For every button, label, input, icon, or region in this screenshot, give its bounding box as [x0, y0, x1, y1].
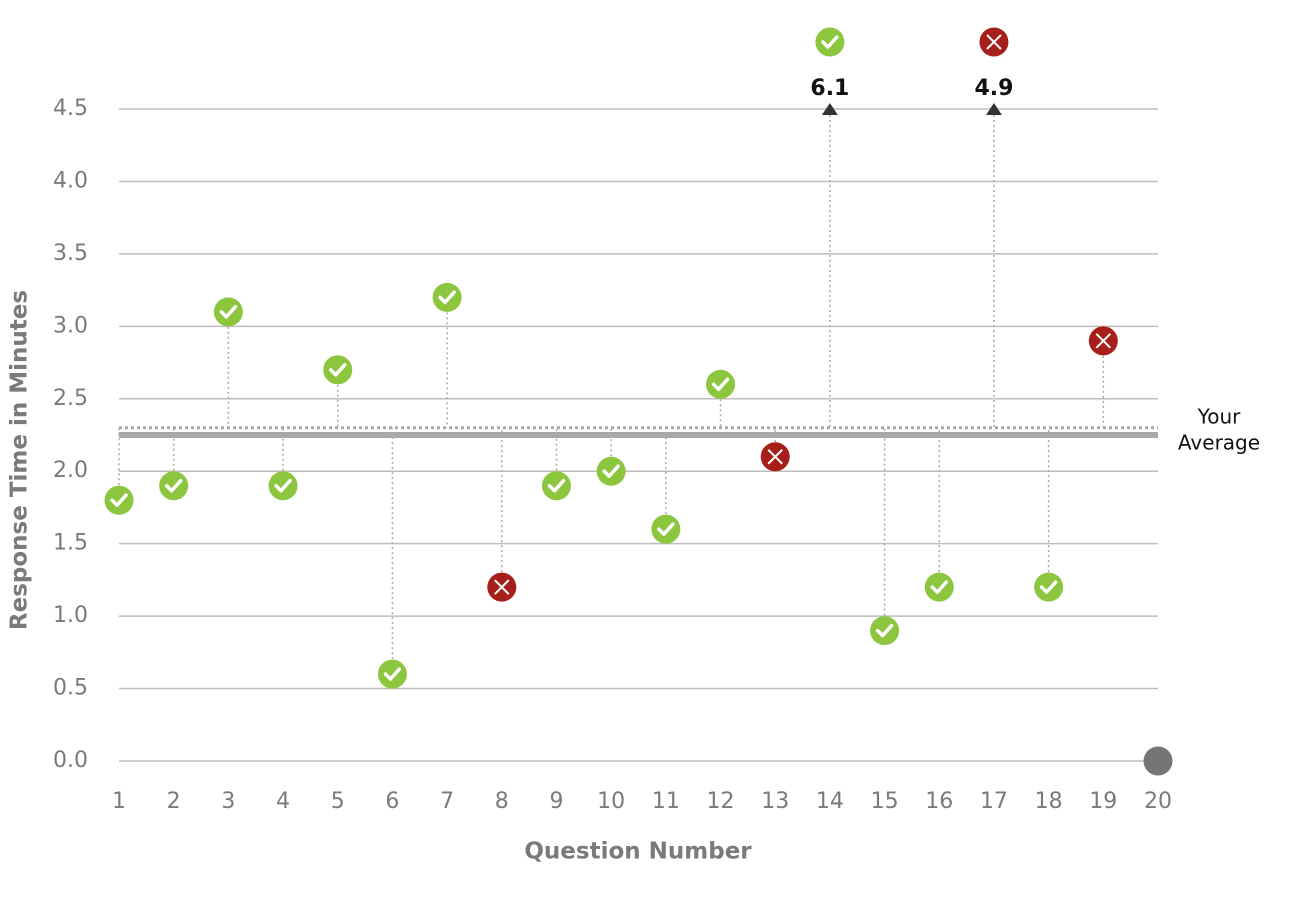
y-tick-label: 2.0: [53, 458, 88, 483]
marker: [870, 616, 900, 646]
check-icon: [274, 478, 292, 493]
cross-icon: [1095, 333, 1112, 349]
point-correct: [104, 485, 134, 515]
y-tick-label: 3.5: [53, 241, 88, 266]
marker: [541, 471, 571, 501]
point-correct: [432, 282, 462, 312]
cross-icon: [494, 579, 510, 595]
check-icon: [383, 667, 402, 681]
cross-icon: [986, 34, 1002, 50]
overflow-arrow: [821, 103, 838, 115]
point-unanswered: [1143, 746, 1173, 776]
point-correct: [924, 572, 954, 602]
x-tick-label: 11: [652, 789, 680, 814]
marker: [1143, 746, 1173, 776]
y-tick-label: 0.5: [53, 676, 88, 701]
point-wrong: [979, 27, 1009, 57]
x-tick-label: 18: [1035, 789, 1063, 814]
point-correct: [1034, 572, 1064, 602]
x-tick-label: 5: [331, 789, 345, 814]
value-label: 6.1: [810, 76, 849, 101]
check-icon: [602, 464, 620, 478]
marker: [268, 471, 298, 501]
check-icon: [438, 290, 456, 305]
check-icon: [821, 35, 839, 49]
point-correct: [651, 514, 681, 544]
check-icon: [930, 580, 949, 594]
overflow-arrow: [985, 103, 1002, 115]
point-correct: [596, 456, 626, 486]
points: [104, 27, 1173, 776]
point-correct: [159, 471, 189, 501]
value-label: 4.9: [974, 76, 1013, 101]
check-icon: [875, 623, 894, 638]
x-tick-label: 1: [112, 789, 126, 814]
x-tick-label: 19: [1089, 789, 1117, 814]
point-correct: [706, 369, 736, 399]
check-icon: [164, 478, 183, 493]
marker: [596, 456, 626, 486]
marker: [377, 659, 407, 689]
point-wrong: [760, 442, 790, 472]
x-tick-label: 4: [276, 789, 290, 814]
x-tick-label: 8: [495, 789, 509, 814]
x-tick-label: 13: [761, 789, 789, 814]
marker: [432, 282, 462, 312]
check-icon: [110, 493, 128, 507]
check-icon: [328, 363, 347, 377]
x-tick-label: 6: [385, 789, 399, 814]
check-icon: [219, 305, 238, 319]
check-icon: [547, 478, 566, 493]
check-icon: [711, 377, 730, 392]
x-tick-label: 10: [597, 789, 625, 814]
point-correct: [213, 297, 243, 327]
marker: [1034, 572, 1064, 602]
y-tick-label: 1.5: [53, 531, 88, 556]
check-icon: [1039, 580, 1058, 594]
point-correct: [541, 471, 571, 501]
point-correct: [268, 471, 298, 501]
x-tick-label: 16: [925, 789, 953, 814]
point-correct: [323, 355, 353, 385]
x-axis-title: Question Number: [524, 839, 752, 865]
x-tick-label: 12: [707, 789, 735, 814]
average-label: Average: [1178, 431, 1260, 455]
x-tick-label: 17: [980, 789, 1008, 814]
y-tick-label: 1.0: [53, 603, 88, 628]
y-tick-label: 2.5: [53, 386, 88, 411]
marker: [213, 297, 243, 327]
y-tick-label: 4.0: [53, 168, 88, 193]
marker: [159, 471, 189, 501]
x-tick-label: 2: [167, 789, 181, 814]
y-tick-label: 0.0: [53, 748, 88, 773]
marker: [924, 572, 954, 602]
marker: [706, 369, 736, 399]
point-correct: [870, 616, 900, 646]
check-icon: [657, 522, 675, 536]
marker: [104, 485, 134, 515]
average-label: Your: [1197, 405, 1241, 429]
point-correct: [815, 27, 845, 57]
y-axis-title: Response Time in Minutes: [7, 290, 33, 630]
cross-icon: [767, 449, 783, 465]
y-tick-label: 3.0: [53, 313, 88, 338]
x-tick-label: 20: [1144, 789, 1172, 814]
x-tick-label: 15: [871, 789, 899, 814]
marker: [815, 27, 845, 57]
y-tick-label: 4.5: [53, 96, 88, 121]
x-tick-label: 3: [221, 789, 235, 814]
x-tick-label: 7: [440, 789, 454, 814]
point-wrong: [487, 572, 517, 602]
point-correct: [377, 659, 407, 689]
marker: [651, 514, 681, 544]
x-tick-label: 9: [549, 789, 563, 814]
marker: [323, 355, 353, 385]
point-wrong: [1088, 326, 1118, 356]
stems: [118, 115, 1105, 675]
x-tick-label: 14: [816, 789, 844, 814]
